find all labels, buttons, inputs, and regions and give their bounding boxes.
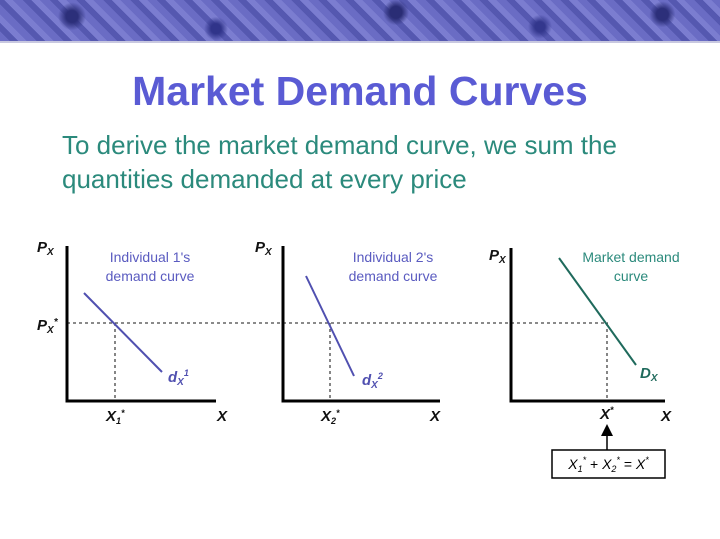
curve-label: dX2 (362, 371, 383, 391)
market-demand-curve (558, 257, 637, 366)
caption-line-2: demand curve (106, 268, 195, 284)
individual-2-chart: PX Individual 2's demand curve dX2 X2* X (255, 239, 441, 426)
quantity-label: X* (599, 405, 614, 423)
market-chart: PX Market demand curve DX X* X X1* + X2*… (489, 247, 680, 479)
sum-equation: X1* + X2* = X* (567, 455, 649, 474)
axes (509, 248, 665, 403)
quantity-label: X2* (320, 408, 340, 426)
demand-curve-2 (305, 275, 355, 377)
price-axis-label: PX (255, 239, 273, 258)
individual-1-chart: PX PX* Individual 1's demand curve dX1 X… (37, 239, 228, 426)
price-axis-label: PX (489, 247, 507, 266)
caption-line-2: demand curve (349, 268, 438, 284)
demand-curve-1 (83, 292, 163, 373)
price-star-label: PX* (37, 317, 59, 336)
caption-line-1: Market demand (582, 249, 679, 265)
quantity-label: X1* (105, 408, 125, 426)
quantity-axis-label: X (216, 408, 228, 425)
axes (65, 246, 216, 403)
caption-line-2: curve (614, 268, 648, 284)
slide-title: Market Demand Curves (132, 68, 588, 114)
subtitle-line-1: To derive the market demand curve, we su… (62, 130, 617, 160)
caption-line-1: Individual 1's (110, 249, 191, 265)
axes (281, 246, 440, 403)
price-axis-label: PX (37, 239, 55, 258)
curve-label: DX (640, 365, 659, 384)
slide-banner (0, 0, 720, 43)
quantity-axis-label: X (660, 408, 672, 425)
caption-line-1: Individual 2's (353, 249, 434, 265)
quantity-axis-label: X (429, 408, 441, 425)
sum-box (551, 449, 666, 479)
curve-label: dX1 (168, 368, 189, 388)
subtitle-line-2: quantities demanded at every price (62, 164, 467, 194)
